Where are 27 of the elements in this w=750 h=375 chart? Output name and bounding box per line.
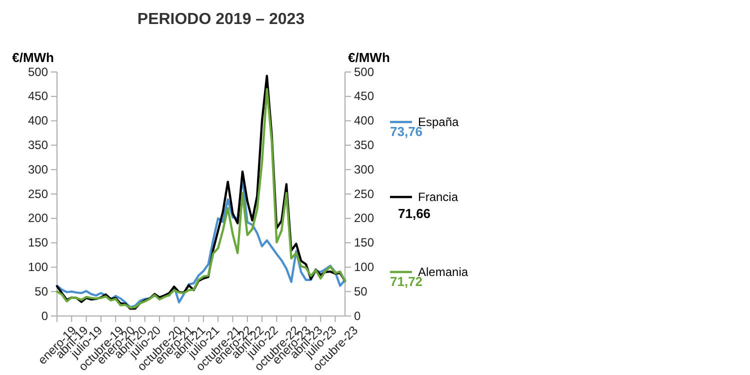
y2-tick-label: 450 — [354, 89, 374, 104]
text: 71,66 — [398, 206, 431, 221]
chart-title: PERIODO 2019 – 2023 — [137, 11, 305, 28]
y-tick-label: 500 — [28, 64, 48, 79]
y2-tick-label: 200 — [354, 211, 374, 226]
y-tick-label: 150 — [28, 236, 48, 250]
y-tick-label: 100 — [28, 260, 48, 274]
y-tick-label: 0 — [41, 308, 48, 323]
y2-tick-label: 350 — [354, 138, 374, 152]
y-tick-label: 300 — [28, 162, 48, 176]
y-tick-label: 400 — [28, 114, 48, 128]
y2-tick-label: 250 — [354, 186, 374, 201]
y2-tick-label: 100 — [354, 260, 374, 274]
y2-tick-label: 150 — [354, 236, 374, 250]
y2-tick-label: 400 — [354, 114, 374, 128]
y-axis-title: €/MWh — [12, 50, 54, 65]
y2-tick-label: 50 — [354, 284, 368, 298]
legend-label: Francia — [418, 190, 458, 204]
y-tick-label: 50 — [34, 284, 48, 298]
y2-tick-label: 0 — [354, 308, 361, 323]
y2-tick-label: 500 — [354, 64, 374, 79]
y-tick-label: 200 — [28, 211, 48, 226]
y2-tick-label: 300 — [354, 162, 374, 176]
y-tick-label: 350 — [28, 138, 48, 152]
y-tick-label: 250 — [28, 186, 48, 201]
y-tick-label: 450 — [28, 89, 48, 104]
y2-axis-title: €/MWh — [348, 50, 390, 65]
